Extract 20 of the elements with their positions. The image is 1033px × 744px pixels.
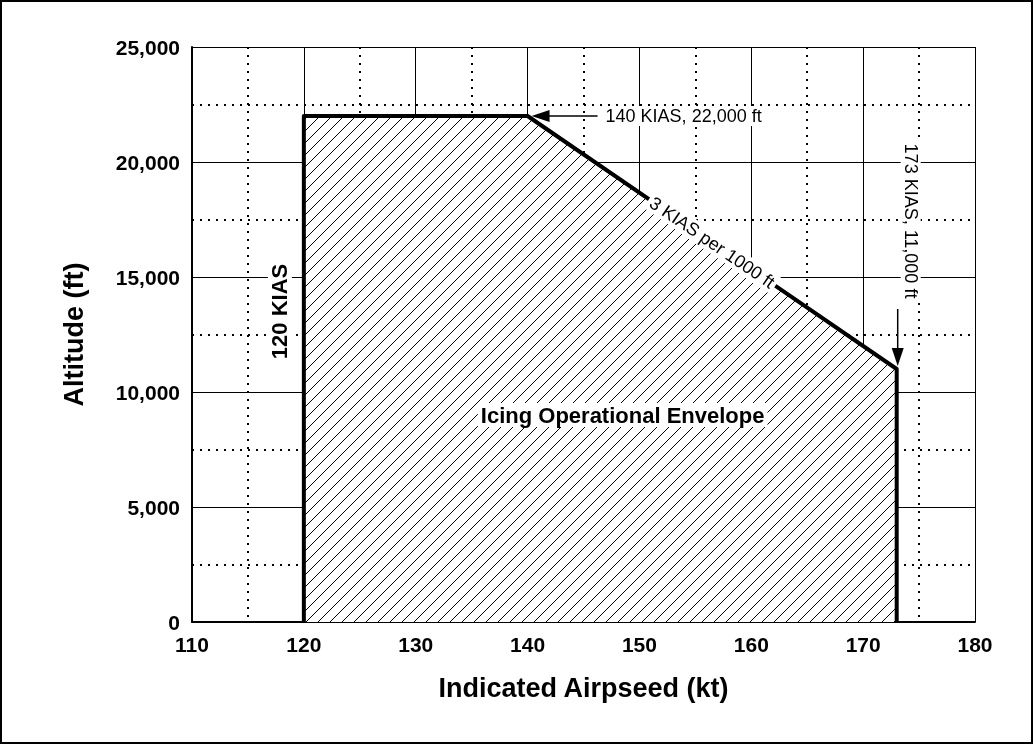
y-tick-label: 5,000 (127, 495, 180, 519)
x-tick-label: 140 (510, 633, 546, 656)
y-tick-label: 20,000 (115, 150, 180, 174)
annotation: 173 KIAS, 11,000 ft (900, 143, 921, 299)
annotation: Icing Operational Envelope (480, 402, 765, 428)
y-tick-label: 10,000 (115, 380, 180, 404)
y-tick-label: 0 (168, 610, 180, 634)
x-tick-label: 150 (621, 633, 657, 656)
y-tick-label: 15,000 (115, 265, 180, 289)
annotation: 140 KIAS, 22,000 ft (605, 106, 762, 126)
y-axis-title: Altitude (ft) (58, 262, 89, 407)
annotation: 120 KIAS (267, 263, 293, 360)
x-tick-label: 180 (957, 633, 993, 656)
x-tick-label: 130 (398, 633, 434, 656)
x-tick-label: 170 (845, 633, 881, 656)
x-axis-title: Indicated Airpseed (kt) (438, 672, 729, 703)
x-tick-label: 110 (175, 633, 209, 656)
x-tick-label: 160 (733, 633, 769, 656)
y-tick-label: 25,000 (115, 35, 180, 59)
x-tick-label: 120 (286, 633, 322, 656)
